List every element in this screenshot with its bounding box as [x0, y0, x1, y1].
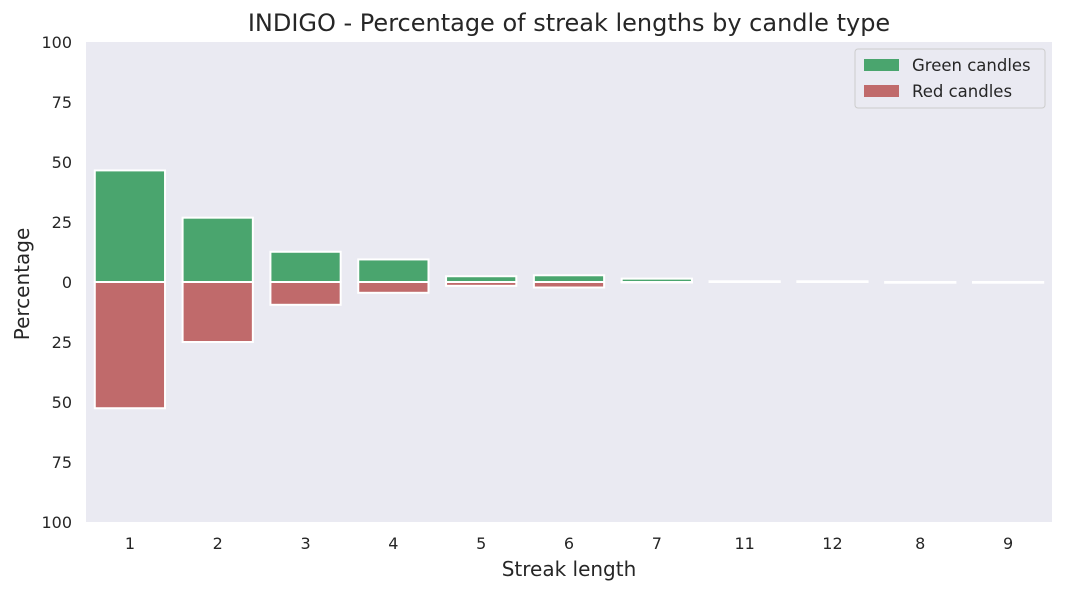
- x-tick-label: 2: [213, 534, 223, 553]
- red-bar-5: [445, 281, 518, 287]
- red-bar-1: [93, 281, 167, 410]
- y-tick-label: 100: [41, 513, 72, 532]
- legend-swatch-red: [864, 85, 899, 97]
- y-tick-label: 50: [52, 393, 72, 412]
- x-tick-label: 1: [125, 534, 135, 553]
- x-tick-label: 8: [915, 534, 925, 553]
- y-tick-label: 100: [41, 33, 72, 52]
- red-bar-9: [971, 281, 1045, 284]
- x-tick-label: 6: [564, 534, 574, 553]
- red-bar-6: [532, 281, 606, 289]
- y-ticks-group: 100 75 50 25 0 25 50 75 100: [41, 33, 72, 532]
- legend: Green candles Red candles: [854, 48, 1046, 109]
- legend-swatch-green: [864, 59, 899, 71]
- x-tick-label: 4: [388, 534, 398, 553]
- y-tick-label: 50: [52, 153, 72, 172]
- y-tick-label: 25: [52, 333, 72, 352]
- x-tick-label: 12: [822, 534, 842, 553]
- red-bar-4: [357, 281, 430, 294]
- red-bar-2: [181, 281, 254, 343]
- green-bar-1: [93, 169, 167, 283]
- y-tick-label: 75: [52, 453, 72, 472]
- red-bar-8: [884, 281, 957, 284]
- bars-group: [93, 169, 1045, 410]
- green-bar-12: [796, 280, 869, 283]
- y-tick-label: 0: [62, 273, 72, 292]
- x-tick-label: 7: [652, 534, 662, 553]
- y-tick-label: 25: [52, 213, 72, 232]
- green-bar-11: [708, 280, 781, 283]
- x-axis-label: Streak length: [502, 557, 637, 581]
- red-bar-3: [269, 281, 342, 306]
- y-axis-label: Percentage: [10, 228, 34, 341]
- legend-label-green: Green candles: [912, 56, 1031, 75]
- x-tick-label: 9: [1003, 534, 1013, 553]
- y-tick-label: 75: [52, 93, 72, 112]
- x-tick-label: 3: [300, 534, 310, 553]
- x-ticks-group: 1 2 3 4 5 6 7 11 12 8 9: [125, 534, 1013, 553]
- legend-box: [854, 48, 1046, 109]
- chart-title: INDIGO - Percentage of streak lengths by…: [248, 9, 890, 37]
- green-bar-3: [269, 250, 342, 283]
- green-bar-6: [532, 274, 606, 283]
- x-tick-label: 11: [734, 534, 754, 553]
- x-tick-label: 5: [476, 534, 486, 553]
- green-bar-4: [357, 258, 430, 284]
- green-bar-2: [181, 216, 254, 283]
- legend-label-red: Red candles: [912, 82, 1012, 101]
